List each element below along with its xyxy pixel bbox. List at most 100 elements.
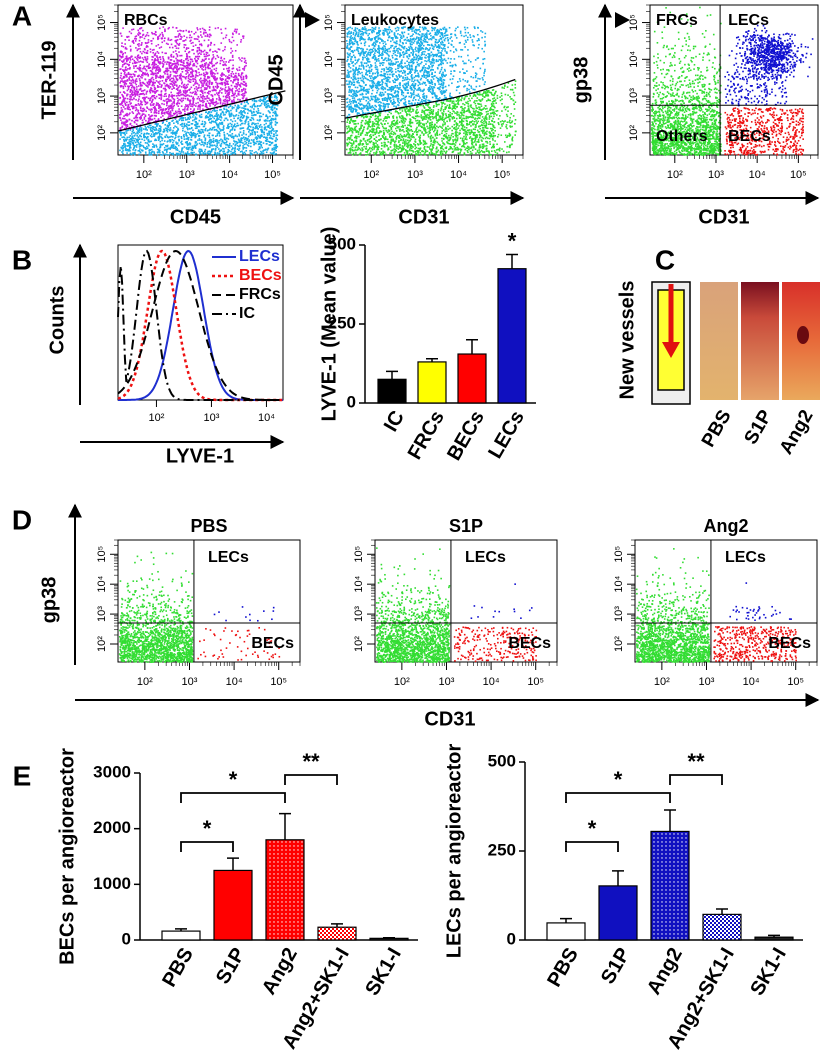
event-dot: [161, 62, 163, 65]
event-dot: [143, 67, 145, 69]
event-dot: [163, 95, 166, 98]
event-dot: [259, 152, 261, 155]
event-dot: [132, 149, 134, 151]
event-dot: [192, 102, 194, 105]
event-dot: [269, 115, 271, 118]
event-dot: [140, 102, 142, 104]
event-dot: [260, 144, 263, 146]
event-dot: [123, 63, 125, 66]
event-dot: [140, 127, 143, 129]
event-dot: [193, 144, 196, 147]
event-dot: [149, 48, 152, 51]
event-dot: [254, 125, 257, 128]
event-dot: [157, 139, 160, 142]
event-dot: [198, 142, 201, 145]
event-dot: [451, 40, 453, 42]
event-dot: [142, 128, 145, 130]
event-dot: [514, 80, 517, 83]
event-dot: [353, 84, 355, 86]
event-dot: [195, 86, 198, 88]
event-dot: [471, 131, 474, 134]
event-dot: [264, 119, 267, 121]
event-dot: [168, 62, 170, 65]
event-dot: [190, 131, 193, 134]
event-dot: [169, 62, 172, 64]
event-dot: [182, 90, 185, 92]
event-dot: [186, 128, 189, 131]
event-dot: [163, 100, 166, 102]
event-dot: [261, 151, 263, 154]
event-dot: [204, 58, 206, 61]
event-dot: [208, 82, 211, 84]
event-dot: [423, 53, 425, 56]
event-dot: [157, 43, 160, 46]
event-dot: [125, 138, 128, 141]
event-dot: [132, 112, 135, 115]
event-dot: [174, 145, 177, 148]
event-dot: [157, 65, 159, 67]
event-dot: [348, 83, 350, 86]
event-dot: [394, 81, 396, 84]
event-dot: [159, 130, 162, 132]
event-dot: [176, 55, 179, 58]
event-dot: [175, 36, 177, 38]
event-dot: [262, 100, 265, 103]
event-dot: [411, 130, 414, 133]
event-dot: [362, 32, 364, 35]
event-dot: [173, 113, 176, 116]
event-dot: [442, 99, 445, 102]
event-dot: [143, 139, 146, 142]
event-dot: [206, 96, 208, 98]
event-dot: [136, 49, 139, 52]
event-dot: [182, 64, 185, 67]
event-dot: [231, 71, 234, 73]
event-dot: [148, 81, 150, 83]
event-dot: [238, 88, 241, 90]
event-dot: [226, 96, 229, 99]
event-dot: [209, 151, 212, 153]
event-dot: [119, 91, 122, 94]
event-dot: [259, 100, 262, 103]
event-dot: [151, 63, 153, 66]
event-dot: [461, 120, 463, 122]
event-dot: [449, 37, 452, 40]
event-dot: [123, 106, 125, 108]
event-dot: [203, 123, 206, 126]
event-dot: [200, 132, 203, 134]
event-dot: [136, 86, 138, 88]
event-dot: [164, 136, 167, 139]
event-dot: [274, 121, 277, 123]
event-dot: [222, 95, 225, 98]
event-dot: [440, 108, 443, 110]
event-dot: [274, 118, 276, 121]
event-dot: [153, 64, 156, 66]
event-dot: [264, 102, 267, 104]
event-dot: [165, 92, 167, 95]
event-dot: [162, 143, 165, 145]
event-dot: [180, 54, 183, 57]
event-dot: [417, 51, 420, 54]
event-dot: [421, 33, 423, 35]
event-dot: [150, 73, 152, 76]
event-dot: [201, 83, 203, 85]
event-dot: [185, 84, 188, 87]
event-dot: [179, 118, 181, 120]
event-dot: [211, 65, 214, 68]
event-dot: [174, 67, 177, 69]
event-dot: [167, 107, 169, 109]
event-dot: [394, 140, 397, 142]
event-dot: [151, 58, 153, 61]
event-dot: [382, 129, 385, 132]
event-dot: [214, 73, 216, 75]
event-dot: [216, 146, 219, 149]
event-dot: [189, 143, 191, 146]
event-dot: [240, 112, 242, 115]
event-dot: [178, 51, 180, 53]
event-dot: [120, 134, 122, 137]
event-dot: [146, 81, 149, 84]
event-dot: [187, 117, 189, 119]
event-dot: [151, 94, 154, 97]
event-dot: [475, 143, 477, 145]
event-dot: [440, 90, 443, 92]
event-dot: [184, 152, 187, 155]
